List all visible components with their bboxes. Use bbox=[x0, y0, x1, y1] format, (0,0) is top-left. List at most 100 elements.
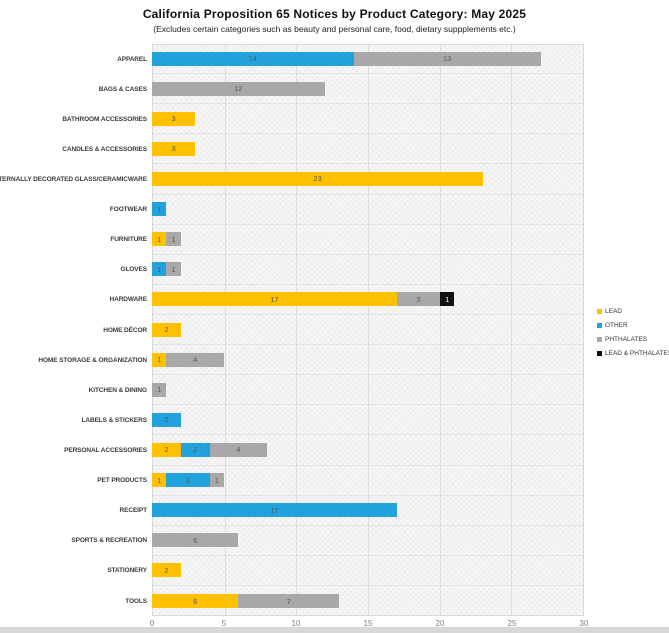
category-label: STATIONERY bbox=[107, 567, 147, 575]
bar-segment-other: 3 bbox=[166, 473, 210, 488]
bar-segment-lead: 23 bbox=[152, 171, 484, 186]
bottom-strip bbox=[0, 627, 669, 633]
bar-segment-lead: 2 bbox=[152, 442, 181, 457]
bar-track: 17 bbox=[152, 496, 584, 526]
bar-segment-lead: 1 bbox=[152, 232, 167, 247]
bar-segment-other: 1 bbox=[152, 202, 167, 217]
chart-subtitle: (Excludes certain categories such as bea… bbox=[153, 24, 516, 34]
bar-segment-other: 2 bbox=[152, 412, 181, 427]
plot-area bbox=[152, 44, 584, 616]
bar-segment-lead: 1 bbox=[152, 352, 167, 367]
bar-segment-phthalates: 1 bbox=[152, 382, 167, 397]
category-label: GLOVES bbox=[120, 266, 148, 274]
legend-item-phthalates: PHTHALATES bbox=[597, 336, 669, 343]
category-row: APPAREL 14 13 bbox=[0, 44, 584, 75]
x-tick-label: 20 bbox=[435, 619, 445, 628]
x-tick-label: 25 bbox=[507, 619, 517, 628]
bar-segment-phthalates: 13 bbox=[353, 51, 541, 66]
bar-segment-phthalates: 4 bbox=[209, 442, 268, 457]
stacked-bar: 6 bbox=[152, 533, 584, 548]
category-label: KITCHEN & DINING bbox=[88, 386, 147, 394]
category-row: HOME DÉCOR 2 bbox=[0, 315, 584, 346]
category-label: HOME DÉCOR bbox=[103, 326, 147, 334]
bar-track: 1 bbox=[152, 195, 584, 225]
stacked-bar: 17 3 1 bbox=[152, 292, 584, 307]
gridline-25 bbox=[511, 45, 513, 615]
gridline-5 bbox=[224, 45, 226, 615]
stacked-bar: 14 13 bbox=[152, 51, 584, 66]
bar-track: 23 bbox=[152, 164, 584, 195]
gridline-15 bbox=[368, 45, 369, 615]
category-label: FOOTWEAR bbox=[109, 206, 147, 214]
category-row: RECEIPT 17 bbox=[0, 496, 584, 526]
category-label: CANDLES & ACCESSORIES bbox=[62, 145, 147, 153]
bar-segment-phthalates: 6 bbox=[152, 533, 239, 548]
category-label: APPAREL bbox=[117, 55, 147, 63]
category-label: TOOLS bbox=[125, 597, 147, 605]
stacked-bar: 1 bbox=[152, 202, 584, 217]
x-tick-label: 10 bbox=[291, 619, 301, 628]
legend-swatch-icon bbox=[597, 309, 602, 314]
bar-segment-lead: 3 bbox=[152, 111, 196, 126]
bar-segment-phthalates: 4 bbox=[166, 352, 224, 367]
category-row: SPORTS & RECREATION 6 bbox=[0, 526, 584, 556]
bar-segment-lead: 17 bbox=[152, 292, 397, 307]
stacked-bar: 2 bbox=[152, 412, 584, 427]
category-label: SPORTS & RECREATION bbox=[71, 537, 147, 545]
bar-segment-other: 14 bbox=[152, 51, 354, 66]
bar-track: 3 bbox=[152, 104, 584, 135]
x-tick-label: 0 bbox=[149, 619, 155, 628]
bar-track: 2 bbox=[152, 556, 584, 586]
bar-segment-lead: 1 bbox=[152, 473, 167, 488]
legend-label: LEAD bbox=[605, 308, 622, 315]
x-tick-label: 5 bbox=[221, 619, 227, 628]
category-row: HARDWARE 17 3 1 bbox=[0, 285, 584, 315]
x-tick-label: 15 bbox=[363, 619, 373, 628]
bar-track: 2 bbox=[152, 315, 584, 346]
category-label: LABELS & STICKERS bbox=[81, 416, 148, 424]
legend-label: PHTHALATES bbox=[605, 336, 648, 343]
legend-item-lead_phthalates: LEAD & PHTHALATES bbox=[597, 350, 669, 357]
category-row: EXTERNALLY DECORATED GLASS/CERAMICWARE 23 bbox=[0, 164, 584, 195]
stacked-bar: 1 bbox=[152, 382, 584, 397]
bar-track: 12 bbox=[152, 74, 584, 105]
bar-segment-lead: 2 bbox=[152, 563, 181, 578]
bar-track: 3 bbox=[152, 134, 584, 165]
category-row: FURNITURE 1 1 bbox=[0, 225, 584, 255]
bar-segment-lead: 3 bbox=[152, 141, 196, 156]
category-label: HOME STORAGE & ORGANIZATION bbox=[38, 356, 147, 364]
bar-segment-lead: 2 bbox=[152, 322, 181, 337]
bar-segment-phthalates: 12 bbox=[152, 81, 325, 96]
bar-segment-phthalates: 1 bbox=[166, 262, 181, 277]
category-row: PET PRODUCTS 1 3 1 bbox=[0, 466, 584, 496]
stacked-bar: 12 bbox=[152, 81, 584, 96]
bar-segment-phthalates: 7 bbox=[238, 594, 340, 609]
legend: LEAD OTHER PHTHALATES LEAD & PHTHALATES bbox=[597, 308, 669, 357]
legend-swatch-icon bbox=[597, 323, 602, 328]
category-row: STATIONERY 2 bbox=[0, 556, 584, 586]
category-label: EXTERNALLY DECORATED GLASS/CERAMICWARE bbox=[0, 175, 147, 183]
legend-item-lead: LEAD bbox=[597, 308, 669, 315]
category-row: PERSONAL ACCESSORIES 2 2 4 bbox=[0, 435, 584, 466]
bar-segment-phthalates: 1 bbox=[166, 232, 181, 247]
bar-track: 1 bbox=[152, 375, 584, 406]
bar-rows: APPAREL 14 13 BAGS & CASES 12 BATHROOM ACCESS… bbox=[0, 44, 584, 616]
bar-segment-other: 2 bbox=[180, 442, 210, 457]
category-row: FOOTWEAR 1 bbox=[0, 195, 584, 225]
legend-swatch-icon bbox=[597, 351, 602, 356]
category-row: LABELS & STICKERS 2 bbox=[0, 405, 584, 436]
gridline-10 bbox=[296, 45, 298, 615]
category-row: BAGS & CASES 12 bbox=[0, 74, 584, 105]
gridline-20 bbox=[439, 45, 441, 615]
bar-segment-phthalates: 3 bbox=[396, 292, 440, 307]
category-label: BAGS & CASES bbox=[98, 85, 147, 93]
